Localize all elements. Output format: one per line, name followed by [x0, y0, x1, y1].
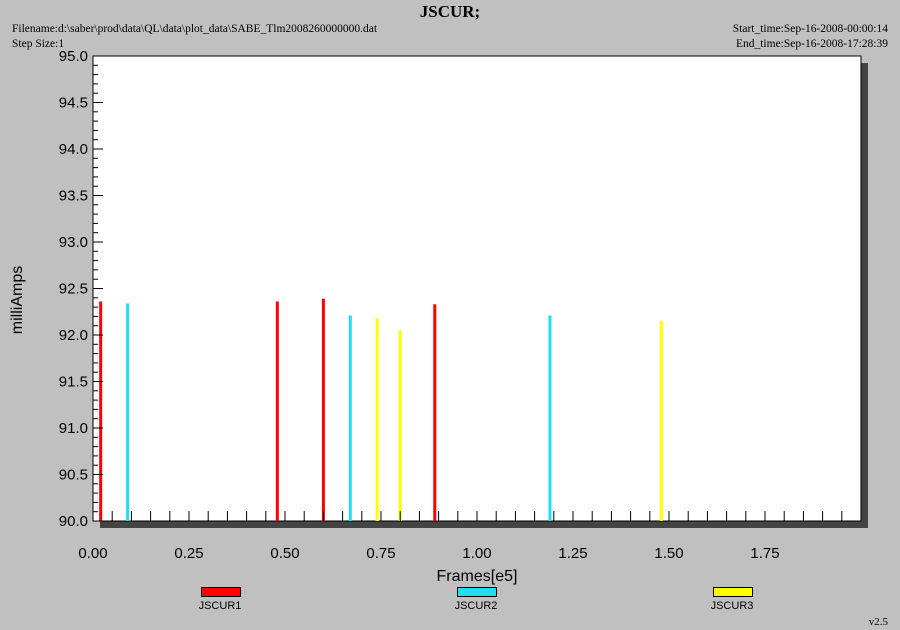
bar-jscur3-1	[398, 330, 402, 521]
bar-jscur3-0	[375, 318, 379, 521]
bar-jscur1-3	[433, 304, 437, 521]
y-tick-label: 90.0	[59, 513, 88, 530]
bar-jscur2-2	[548, 315, 552, 521]
x-tick-label: 1.25	[558, 545, 587, 562]
y-tick-label: 93.0	[59, 234, 88, 251]
bar-jscur1-2	[321, 298, 325, 521]
y-tick-label: 94.5	[59, 95, 88, 112]
y-tick-label: 91.0	[59, 420, 88, 437]
x-tick-label: 1.75	[750, 545, 779, 562]
end-time-label: End_time:Sep-16-2008-17:28:39	[735, 38, 888, 50]
y-tick-label: 95.0	[59, 48, 88, 65]
bar-jscur2-0	[126, 303, 130, 521]
legend-swatch-jscur1	[201, 587, 241, 597]
legend-swatch-jscur2	[457, 587, 497, 597]
y-axis-label: milliAmps	[9, 266, 26, 334]
legend-label-jscur3: JSCUR3	[710, 600, 754, 612]
y-tick-label: 92.5	[59, 281, 88, 298]
x-tick-label: 1.50	[654, 545, 683, 562]
legend-swatch-jscur3	[713, 587, 753, 597]
step-size-label: Step Size:1	[12, 38, 65, 50]
bar-jscur3-2	[659, 321, 663, 521]
legend-label-jscur1: JSCUR1	[198, 600, 242, 612]
legend-label-jscur2: JSCUR2	[454, 600, 498, 612]
x-tick-label: 0.50	[270, 545, 299, 562]
plot-background	[92, 55, 862, 522]
y-tick-label: 92.0	[59, 327, 88, 344]
x-tick-label: 0.00	[78, 545, 107, 562]
x-axis-label: Frames[e5]	[437, 568, 518, 585]
start-time-label: Start_time:Sep-16-2008-00:00:14	[732, 23, 888, 35]
chart-title: JSCUR;	[419, 2, 481, 21]
y-tick-label: 90.5	[59, 467, 88, 484]
version-label: v2.5	[868, 616, 888, 628]
x-tick-label: 1.00	[462, 545, 491, 562]
x-tick-label: 0.75	[366, 545, 395, 562]
bar-jscur1-1	[275, 301, 279, 521]
bar-jscur1-0	[99, 301, 103, 521]
y-tick-label: 93.5	[59, 188, 88, 205]
y-tick-label: 91.5	[59, 374, 88, 391]
filename-label: Filename:d:\saber\prod\data\QL\data\plot…	[12, 23, 378, 35]
x-tick-label: 0.25	[174, 545, 203, 562]
y-tick-label: 94.0	[59, 141, 88, 158]
bar-jscur2-1	[348, 315, 352, 521]
